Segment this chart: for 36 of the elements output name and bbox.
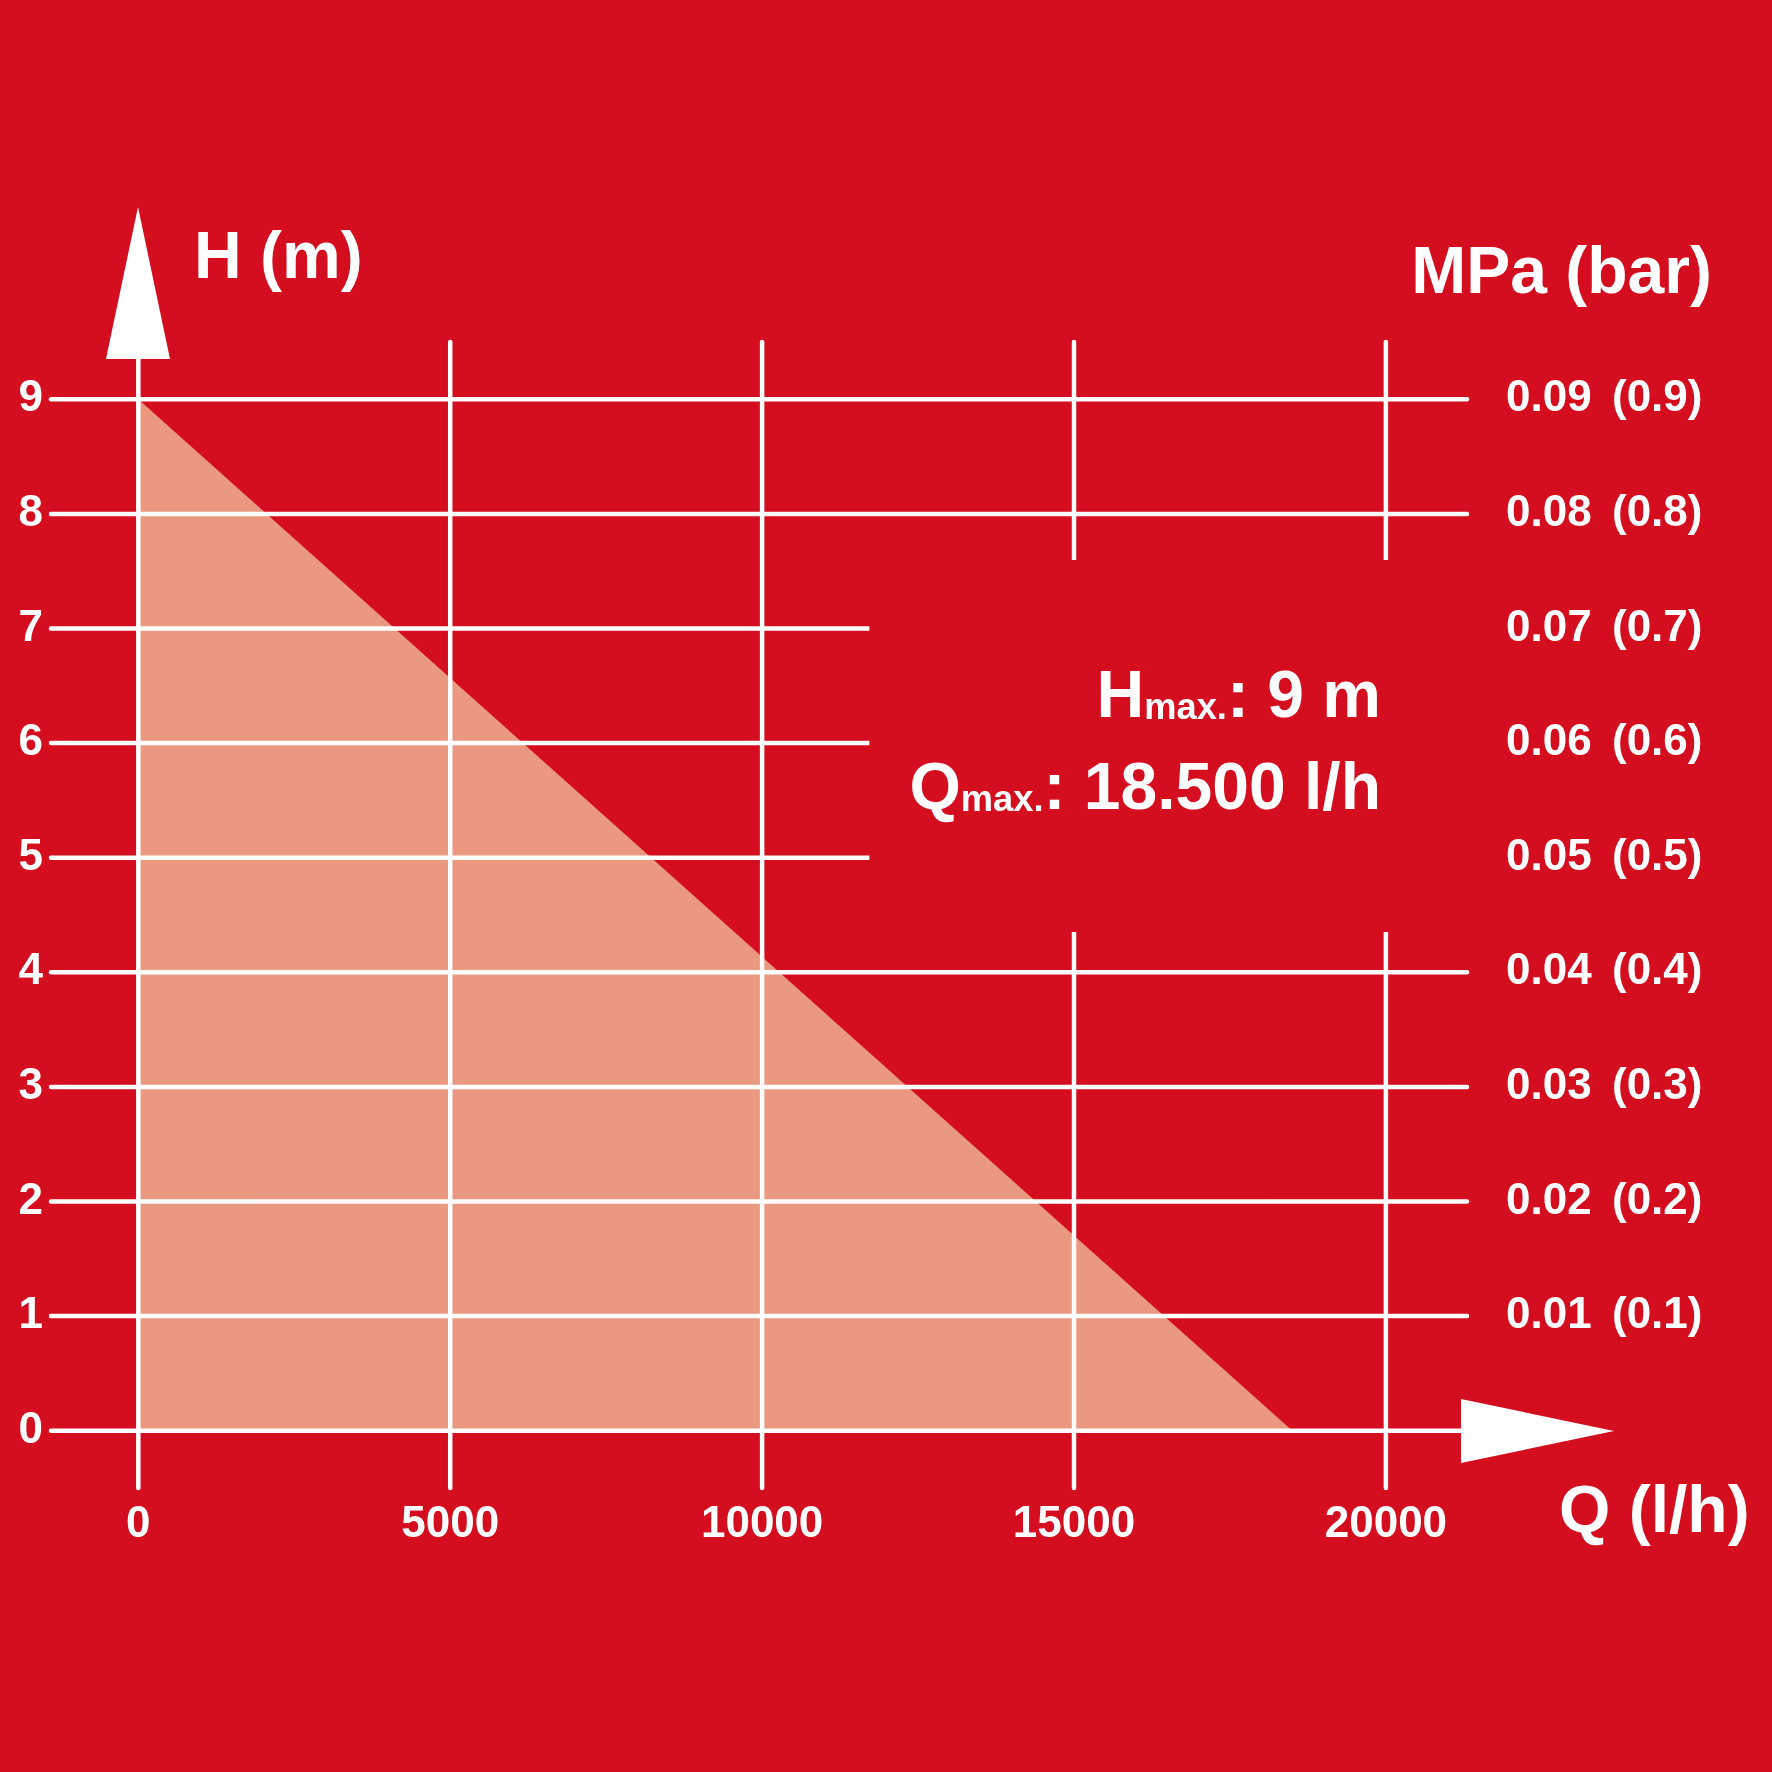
y-tick-label: 9 xyxy=(18,371,43,421)
y3-tick-label: (0.6) xyxy=(1612,715,1703,765)
y2-axis-title: MPa (bar) xyxy=(1411,233,1712,307)
y-tick-label: 5 xyxy=(18,829,43,879)
y2-tick-label: 0.02 xyxy=(1506,1173,1592,1223)
y3-tick-label: (0.8) xyxy=(1612,486,1703,536)
y2-tick-label: 0.03 xyxy=(1506,1059,1592,1109)
y2-tick-label: 0.08 xyxy=(1506,486,1592,536)
y-axis-title: H (m) xyxy=(194,218,363,292)
y-tick-label: 3 xyxy=(18,1059,43,1109)
y2-tick-label: 0.07 xyxy=(1506,600,1592,650)
y3-tick-label: (0.2) xyxy=(1612,1173,1703,1223)
y3-tick-label: (0.3) xyxy=(1612,1059,1703,1109)
x-axis-title: Q (l/h) xyxy=(1559,1472,1750,1546)
x-tick-label: 0 xyxy=(126,1496,151,1546)
y-tick-label: 0 xyxy=(18,1402,43,1452)
y3-tick-label: (0.1) xyxy=(1612,1288,1703,1338)
y3-tick-label: (0.7) xyxy=(1612,600,1703,650)
y2-tick-label: 0.04 xyxy=(1506,944,1593,994)
x-tick-label: 20000 xyxy=(1324,1496,1448,1546)
y2-tick-label: 0.06 xyxy=(1506,715,1592,765)
x-tick-label: 15000 xyxy=(1012,1496,1136,1546)
y2-tick-label: 0.05 xyxy=(1506,829,1592,879)
y-tick-label: 6 xyxy=(18,715,43,765)
y-tick-label: 7 xyxy=(18,600,43,650)
y3-tick-label: (0.5) xyxy=(1612,829,1703,879)
x-tick-label: 10000 xyxy=(700,1496,824,1546)
x-tick-label: 5000 xyxy=(401,1496,500,1546)
y3-tick-label: (0.9) xyxy=(1612,371,1703,421)
y3-tick-label: (0.4) xyxy=(1612,944,1703,994)
y-tick-label: 8 xyxy=(18,486,43,536)
y2-tick-label: 0.09 xyxy=(1506,371,1592,421)
y-tick-label: 4 xyxy=(18,944,44,994)
y-tick-label: 2 xyxy=(18,1173,43,1223)
y2-tick-label: 0.01 xyxy=(1506,1288,1592,1338)
y-tick-label: 1 xyxy=(18,1288,43,1338)
